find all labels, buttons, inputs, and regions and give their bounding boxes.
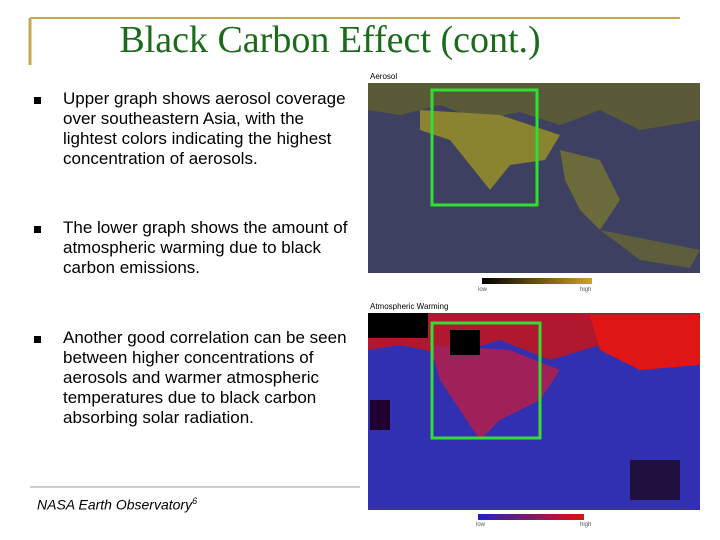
citation-number: 6 bbox=[192, 496, 198, 506]
scale-low: low bbox=[478, 287, 488, 293]
bullet-marker bbox=[34, 226, 41, 233]
bullet-text: Another good correlation can be seen bet… bbox=[63, 328, 347, 427]
image-label: Atmospheric Warming bbox=[370, 302, 448, 311]
slide-title: Black Carbon Effect (cont.) bbox=[119, 19, 541, 61]
scale-high: high bbox=[580, 522, 591, 528]
bullet-text: Upper graph shows aerosol coverage over … bbox=[63, 89, 346, 168]
bullet-marker bbox=[34, 336, 41, 343]
warming-map bbox=[368, 313, 700, 520]
scale-low: low bbox=[476, 522, 486, 528]
bullet-text: The lower graph shows the amount of atmo… bbox=[63, 218, 348, 277]
citation: NASA Earth Observatory6 bbox=[37, 496, 197, 513]
bullet-marker bbox=[34, 97, 41, 104]
aerosol-map bbox=[368, 83, 700, 284]
citation-text: NASA Earth Observatory bbox=[37, 496, 193, 513]
scale-high: high bbox=[580, 287, 591, 293]
image-label: Aerosol bbox=[370, 72, 397, 81]
